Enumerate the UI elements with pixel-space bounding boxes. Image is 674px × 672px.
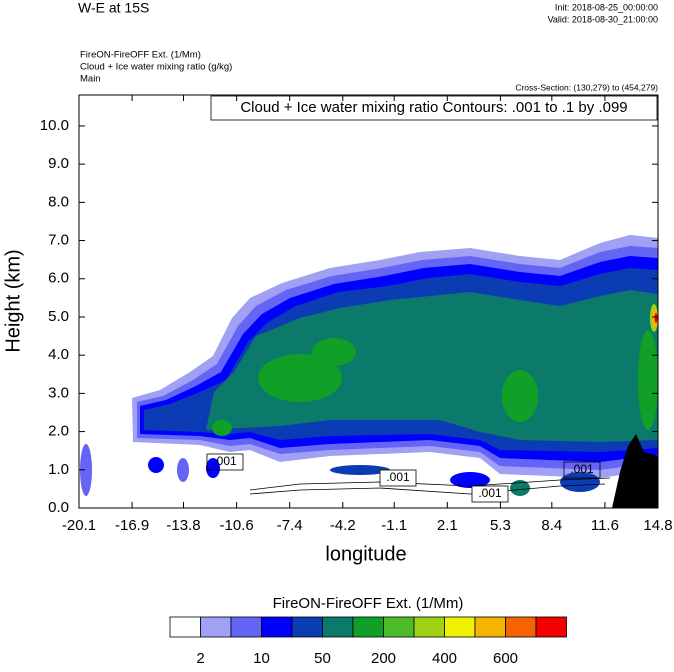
x-tick-label: 5.3	[490, 517, 511, 534]
x-tick-label: -4.2	[330, 517, 356, 534]
y-tick-label: 4.0	[48, 346, 69, 363]
colorbar-box	[444, 616, 476, 638]
colorbar-label: 10	[253, 650, 270, 667]
colorbar-label: 2	[196, 650, 204, 667]
field-region	[502, 370, 538, 422]
y-tick-label: 7.0	[48, 232, 69, 249]
x-axis-label: longitude	[325, 543, 406, 565]
y-tick-label: 9.0	[48, 155, 69, 172]
field-line: FireON-FireOFF Ext. (1/Mm)	[80, 50, 201, 61]
contour-label: .001	[570, 462, 594, 476]
y-tick-label: 10.0	[40, 117, 69, 134]
field-region	[638, 330, 658, 430]
x-tick-label: 8.4	[541, 517, 562, 534]
colorbar-box	[169, 616, 201, 638]
field-region	[148, 457, 164, 473]
y-tick-label: 1.0	[48, 461, 69, 478]
colorbar-label: 50	[314, 650, 331, 667]
field-line: Cloud + Ice water mixing ratio (g/kg)	[80, 62, 232, 73]
contour-label-box	[471, 485, 509, 503]
field-region	[206, 290, 658, 442]
colorbar-label: 400	[432, 650, 457, 667]
contour-label: .001	[478, 486, 502, 500]
y-axis-label: Height (km)	[2, 249, 24, 352]
colorbar: 2 10 50 200 400 600	[169, 616, 567, 667]
contour-label: .001	[213, 454, 237, 468]
x-tick-label: -1.1	[381, 517, 407, 534]
x-tick-label: 11.6	[591, 517, 619, 534]
y-tick-label: 2.0	[48, 423, 69, 440]
colorbar-box	[474, 616, 506, 638]
field-region	[206, 458, 220, 478]
colorbar-box	[261, 616, 293, 638]
colorbar-box	[230, 616, 262, 638]
field-line: Main	[80, 74, 101, 85]
field-region	[258, 354, 342, 402]
colorbar-title: FireON-FireOFF Ext. (1/Mm)	[273, 595, 464, 612]
x-tick-label: 2.1	[437, 517, 458, 534]
field-region	[560, 472, 600, 492]
contour-label-box	[563, 461, 601, 479]
contour-label: .001	[386, 470, 410, 484]
colorbar-box	[413, 616, 445, 638]
field-region	[330, 465, 390, 475]
y-tick-label: 6.0	[48, 270, 69, 287]
field-region	[510, 480, 530, 496]
field-region	[654, 313, 658, 323]
y-tick-label: 8.0	[48, 193, 69, 210]
field-region	[312, 338, 356, 366]
y-tick-label: 5.0	[48, 308, 69, 325]
contour-line	[249, 477, 611, 491]
field-region	[450, 472, 490, 488]
terrain	[612, 434, 658, 508]
x-tick-label: -16.9	[115, 517, 149, 534]
colorbar-box	[505, 616, 537, 638]
init-time: Init: 2018-08-25_00:00:00	[555, 2, 658, 12]
contour-line	[249, 483, 606, 495]
field-region	[212, 420, 232, 436]
x-tick-label: -7.4	[277, 517, 303, 534]
contour-label-box	[379, 469, 417, 487]
x-tick-label: 14.8	[643, 517, 672, 534]
chart-title: W-E at 15S	[78, 0, 149, 16]
colorbar-box	[383, 616, 415, 638]
field-region	[177, 458, 189, 482]
colorbar-box	[200, 616, 232, 638]
y-tick-label: 3.0	[48, 384, 69, 401]
colorbar-box	[291, 616, 323, 638]
colorbar-label: 200	[371, 650, 396, 667]
y-tick-label: 0.0	[48, 499, 69, 516]
x-tick-label: -13.8	[166, 517, 200, 534]
field	[80, 235, 658, 508]
plot-frame	[78, 94, 659, 509]
contour-info: Cloud + Ice water mixing ratio Contours:…	[240, 99, 627, 116]
contour-label-box	[206, 453, 244, 471]
colorbar-box	[352, 616, 384, 638]
field-region	[80, 444, 92, 496]
contour-labels: .001 .001 .001 .001	[206, 453, 601, 503]
info-box	[210, 95, 658, 121]
cross-section: Cross-Section: (130,279) to (454,279)	[515, 82, 658, 92]
x-tick-label: -10.6	[220, 517, 254, 534]
colorbar-box	[322, 616, 354, 638]
colorbar-box	[535, 616, 567, 638]
x-tick-label: -20.1	[62, 517, 96, 534]
valid-time: Valid: 2018-08-30_21:00:00	[548, 14, 658, 24]
colorbar-label: 600	[493, 650, 518, 667]
